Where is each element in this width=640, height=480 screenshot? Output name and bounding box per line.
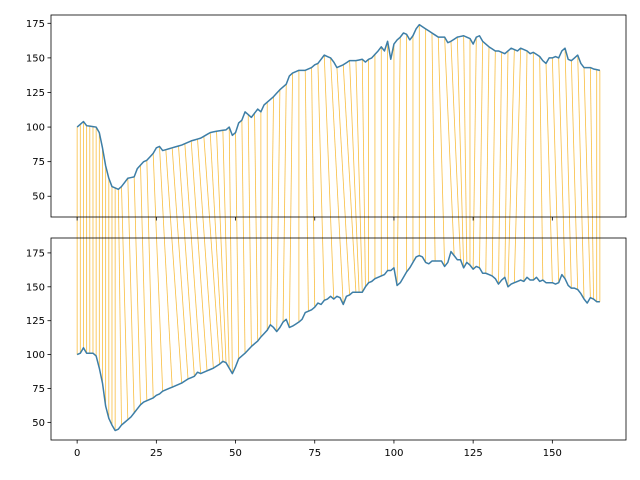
alignment-lines [76,24,601,431]
top-ytick-label-175: 175 [26,19,45,30]
alignment-line-83 [558,57,566,279]
alignment-line-82 [551,57,560,283]
alignment-line-27 [203,136,221,365]
bottom-axes: 50 75 100 125 150 175 0 25 50 75 100 125 150 [26,237,627,459]
bottom-ytick-label-150: 150 [26,282,45,293]
bottom-xtick-label-125: 125 [464,448,483,459]
alignment-line-38 [269,96,274,325]
alignment-line-16 [133,176,141,405]
alignment-line-13 [117,189,122,426]
alignment-line-50 [349,60,360,293]
alignment-line-47 [330,57,344,305]
alignment-line-22 [171,147,189,380]
alignment-line-29 [216,131,227,363]
bottom-ytick-label-75: 75 [32,384,45,395]
alignment-line-51 [355,60,363,293]
alignment-line-28 [209,132,224,362]
alignment-line-88 [589,67,594,300]
alignment-line-70 [472,37,477,270]
top-axes: 50 75 100 125 150 175 [26,14,627,221]
bottom-xtick-label-150: 150 [543,448,562,459]
bottom-ytick-label-175: 175 [26,248,45,259]
top-ytick-label-125: 125 [26,88,45,99]
alignment-line-17 [140,165,148,401]
alignment-line-34 [247,114,252,347]
alignment-line-23 [178,145,195,377]
alignment-line-52 [361,59,366,287]
bottom-xtick-label-75: 75 [308,448,321,459]
bottom-xtick-label-25: 25 [150,448,163,459]
alignment-line-30 [222,130,230,369]
alignment-line-85 [570,60,579,290]
alignment-line-35 [254,113,259,342]
alignment-line-75 [504,50,509,278]
bottom-ytick-label-100: 100 [26,350,45,361]
alignment-line-44 [311,67,316,308]
alignment-line-71 [479,41,484,268]
top-ytick-label-50: 50 [32,192,45,203]
alignment-line-14 [121,186,129,420]
alignment-line-87 [583,67,591,298]
alignment-line-66 [450,41,461,260]
alignment-line-20 [159,146,173,388]
alignment-line-86 [577,55,585,300]
alignment-line-32 [235,132,240,359]
alignment-line-31 [228,127,233,374]
alignment-line-25 [190,140,208,371]
alignment-line-18 [146,160,154,398]
alignment-line-46 [323,55,335,300]
bottom-xtick-label-50: 50 [229,448,242,459]
alignment-line-80 [539,56,544,281]
top-ytick-label-100: 100 [26,123,45,134]
alignment-line-48 [336,67,350,295]
alignment-line-45 [317,63,325,301]
alignment-line-41 [289,73,293,328]
alignment-line-49 [342,64,357,293]
alignment-line-33 [241,120,246,354]
alignment-line-21 [165,149,183,384]
top-ytick-label-75: 75 [32,157,45,168]
alignment-line-65 [444,37,455,256]
alignment-line-73 [491,50,496,276]
alignment-line-64 [437,37,446,267]
alignment-line-74 [498,52,503,285]
bottom-ytick-label-125: 125 [26,316,45,327]
alignment-line-58 [396,37,401,286]
alignment-line-76 [507,49,515,287]
alignment-line-67 [456,37,465,268]
alignment-line-24 [184,143,202,374]
bottom-xtick-label-100: 100 [384,448,403,459]
alignment-line-68 [463,35,468,263]
alignment-line-84 [564,48,572,289]
bottom-axes-frame [50,237,627,441]
alignment-line-19 [152,153,164,392]
bottom-ytick-label-50: 50 [32,418,45,429]
top-ytick-label-150: 150 [26,53,45,64]
alignment-line-40 [282,84,287,323]
alignment-line-78 [523,50,528,282]
alignment-line-63 [431,32,436,262]
alignment-line-81 [545,63,553,283]
bottom-xtick-label-0: 0 [74,448,80,459]
top-series-line [76,23,601,191]
top-axes-frame [50,14,627,218]
bottom-series-line [76,250,600,432]
alignment-line-26 [197,139,214,369]
alignment-line-39 [276,89,281,332]
alignment-line-72 [485,46,490,274]
alignment-line-43 [304,70,309,312]
alignment-line-77 [513,48,522,283]
